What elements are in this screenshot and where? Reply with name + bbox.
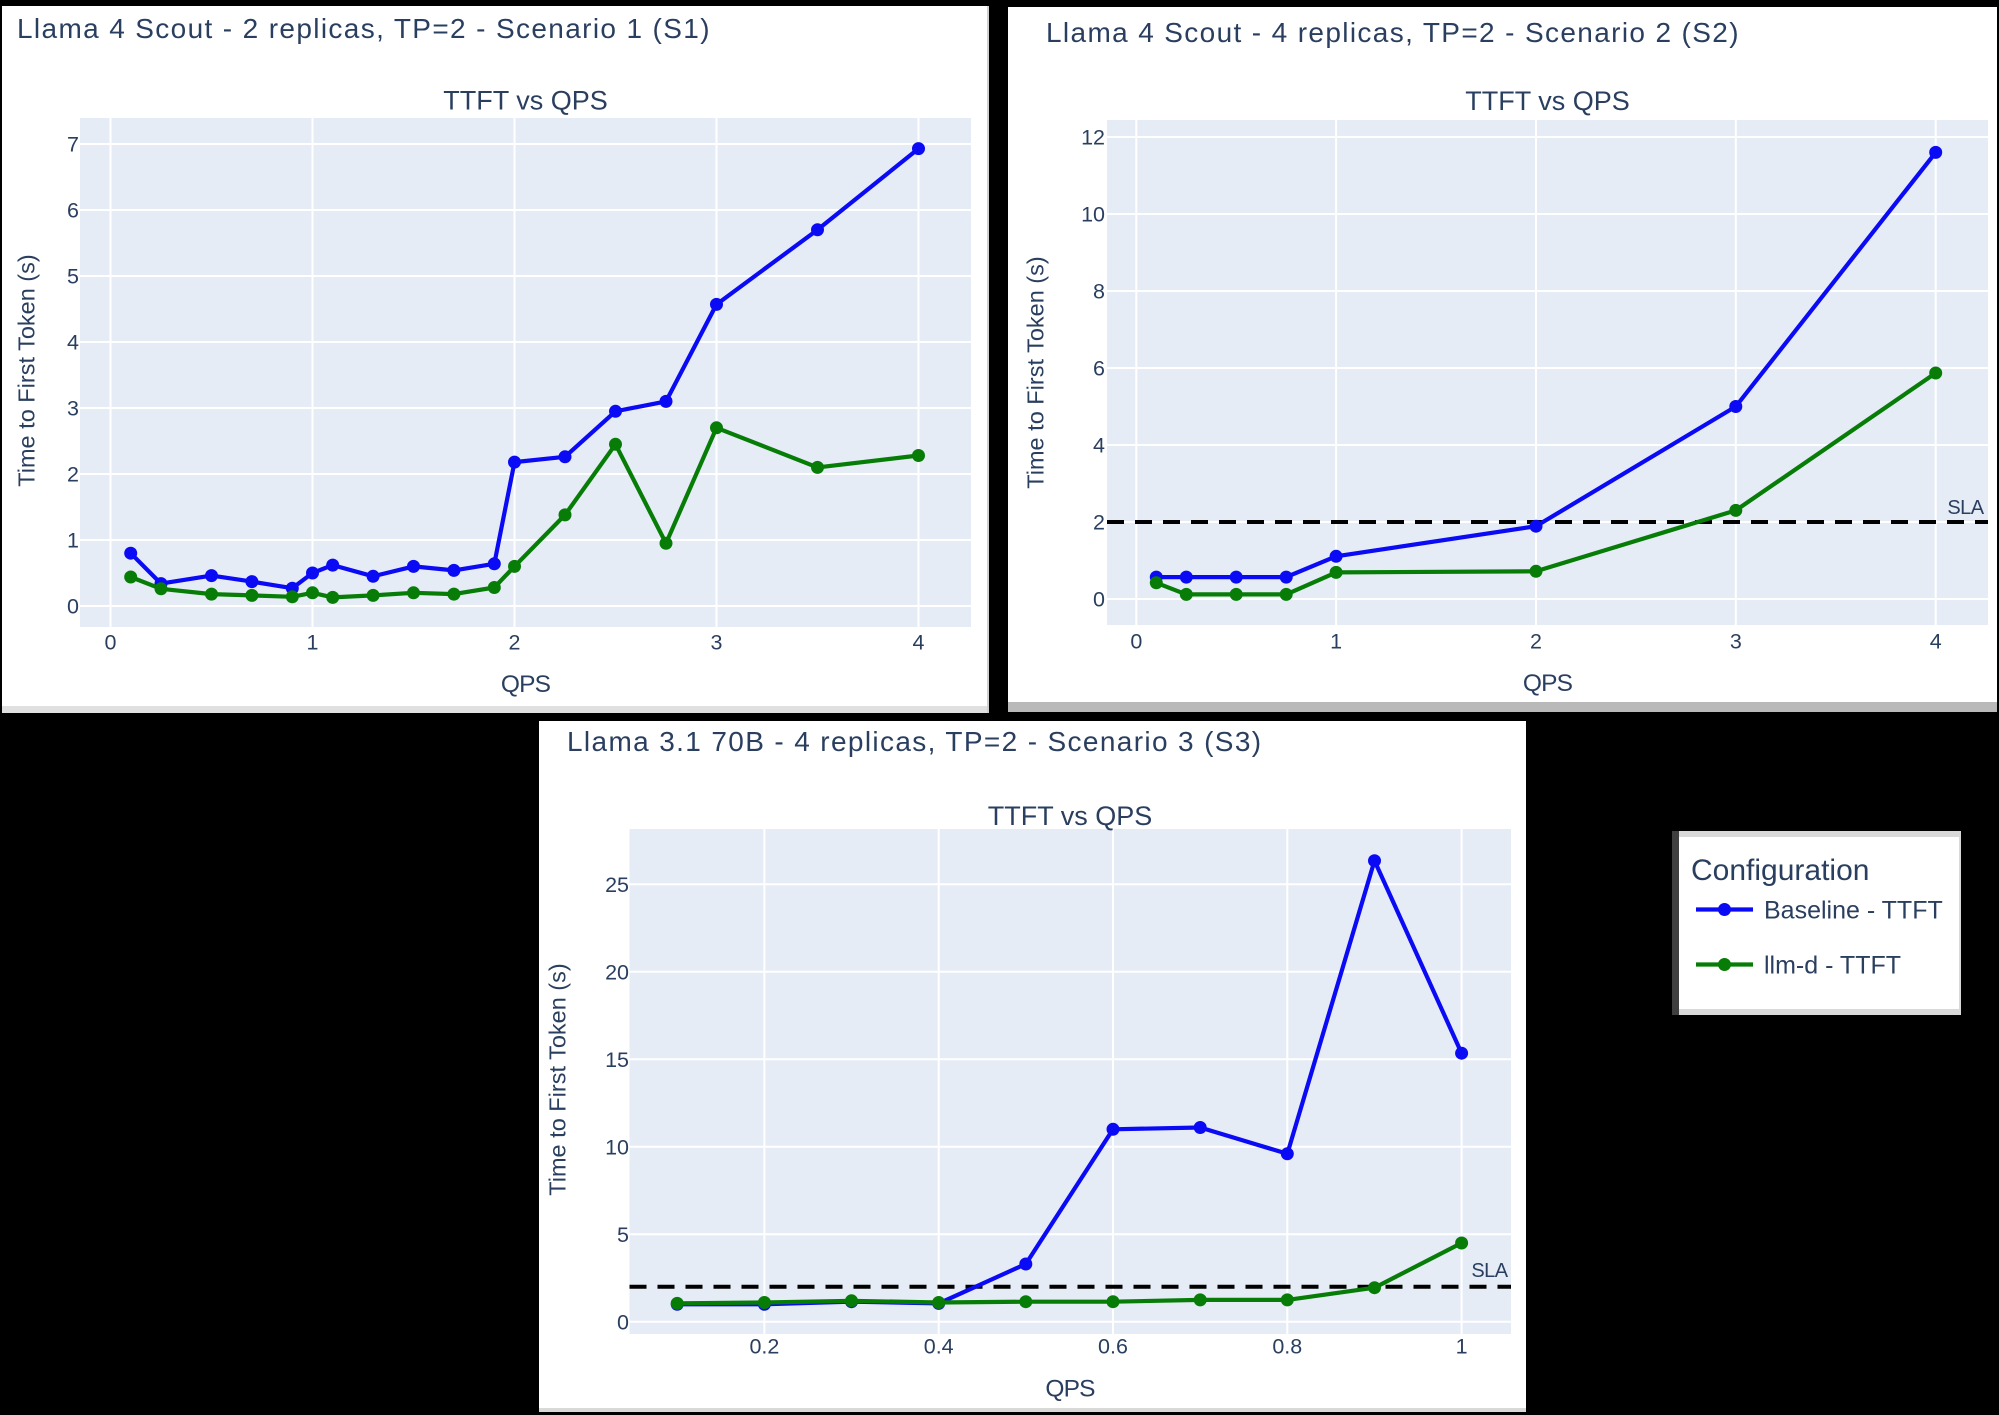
svg-text:1: 1 [1456, 1335, 1468, 1359]
svg-text:2: 2 [1093, 511, 1105, 535]
svg-text:QPS: QPS [1523, 670, 1573, 697]
svg-text:1: 1 [307, 631, 319, 655]
svg-text:4: 4 [67, 331, 79, 355]
svg-text:Time to First Token (s): Time to First Token (s) [13, 254, 39, 486]
svg-text:Time to First Token (s): Time to First Token (s) [1022, 256, 1048, 488]
svg-text:Time to First Token (s): Time to First Token (s) [544, 963, 570, 1195]
svg-text:0: 0 [67, 595, 79, 619]
svg-text:12: 12 [1081, 126, 1105, 150]
svg-text:5: 5 [67, 265, 79, 289]
svg-text:llm-d - TTFT: llm-d - TTFT [1764, 952, 1901, 980]
svg-text:0.4: 0.4 [924, 1335, 954, 1359]
svg-text:8: 8 [1093, 280, 1105, 304]
svg-text:6: 6 [1093, 357, 1105, 381]
svg-text:2: 2 [67, 463, 79, 487]
svg-text:Llama 4 Scout - 2 replicas, TP: Llama 4 Scout - 2 replicas, TP=2 - Scena… [17, 13, 711, 44]
svg-text:0.6: 0.6 [1098, 1335, 1128, 1359]
svg-text:TTFT vs QPS: TTFT vs QPS [1465, 86, 1630, 116]
svg-text:4: 4 [913, 631, 925, 655]
svg-text:Baseline - TTFT: Baseline - TTFT [1764, 897, 1943, 925]
svg-text:20: 20 [605, 961, 629, 985]
svg-text:0.8: 0.8 [1272, 1335, 1302, 1359]
svg-text:1: 1 [67, 529, 79, 553]
svg-text:4: 4 [1093, 434, 1105, 458]
svg-text:0: 0 [1130, 630, 1142, 654]
svg-text:10: 10 [1081, 203, 1105, 227]
svg-text:SLA: SLA [1471, 1260, 1508, 1282]
svg-text:0: 0 [617, 1311, 629, 1335]
svg-text:15: 15 [605, 1048, 629, 1072]
svg-text:1: 1 [1330, 630, 1342, 654]
svg-text:10: 10 [605, 1136, 629, 1160]
svg-text:QPS: QPS [501, 671, 551, 698]
svg-text:Llama 4 Scout - 4 replicas, TP: Llama 4 Scout - 4 replicas, TP=2 - Scena… [1046, 17, 1740, 48]
svg-text:6: 6 [67, 199, 79, 223]
svg-text:7: 7 [67, 133, 79, 157]
svg-text:25: 25 [605, 873, 629, 897]
svg-text:Llama 3.1 70B - 4 replicas, TP: Llama 3.1 70B - 4 replicas, TP=2 - Scena… [567, 726, 1262, 757]
svg-text:3: 3 [67, 397, 79, 421]
svg-text:TTFT vs QPS: TTFT vs QPS [988, 801, 1153, 831]
svg-text:QPS: QPS [1045, 1375, 1095, 1402]
svg-text:SLA: SLA [1947, 497, 1984, 519]
svg-text:TTFT vs QPS: TTFT vs QPS [443, 86, 608, 116]
svg-text:0: 0 [105, 631, 117, 655]
svg-text:3: 3 [1730, 630, 1742, 654]
svg-text:4: 4 [1930, 630, 1942, 654]
svg-text:2: 2 [509, 631, 521, 655]
svg-text:5: 5 [617, 1223, 629, 1247]
svg-text:0.2: 0.2 [749, 1335, 779, 1359]
svg-text:3: 3 [711, 631, 723, 655]
svg-text:Configuration: Configuration [1691, 854, 1869, 887]
svg-text:2: 2 [1530, 630, 1542, 654]
svg-text:0: 0 [1093, 588, 1105, 612]
